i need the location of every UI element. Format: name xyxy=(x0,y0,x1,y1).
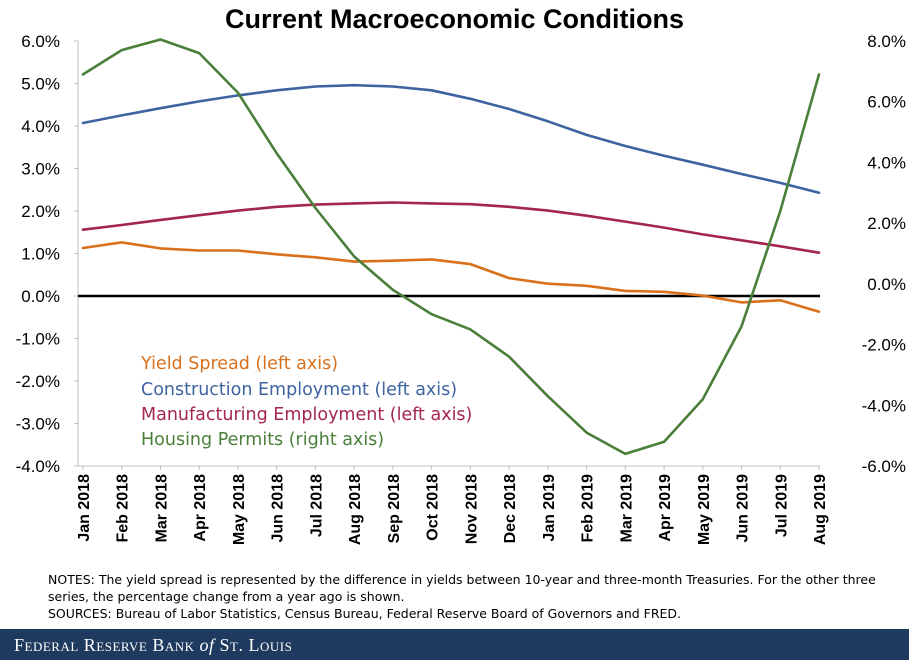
footer-bar: Federal Reserve Bank of St. Louis xyxy=(0,629,909,660)
x-tick-label: Jul 2018 xyxy=(308,474,325,537)
plot-frame xyxy=(77,41,820,467)
notes-text: NOTES: The yield spread is represented b… xyxy=(48,572,876,604)
x-tick-label: Sep 2018 xyxy=(386,474,403,543)
left-tick-label: -2.0% xyxy=(16,372,60,391)
x-tick-label: Jan 2019 xyxy=(541,474,558,542)
notes: NOTES: The yield spread is represented b… xyxy=(48,571,898,622)
x-tick-label: Mar 2019 xyxy=(618,474,635,543)
right-tick-label: 6.0% xyxy=(867,93,906,112)
x-tick-label: May 2019 xyxy=(696,474,713,545)
footer-logo-text: Federal Reserve Bank of St. Louis xyxy=(14,635,293,655)
right-tick-label: 4.0% xyxy=(867,153,906,172)
x-tick-label: Dec 2018 xyxy=(502,474,519,543)
series-line-construction-employment-left-axis xyxy=(81,83,821,194)
x-tick-label: Apr 2018 xyxy=(192,474,209,542)
legend-entry: Construction Employment (left axis) xyxy=(141,380,457,400)
x-axis-ticks: Jan 2018 Feb 2018 Mar 2018 Apr 2018 May 2018… xyxy=(76,466,829,545)
left-tick-label: -4.0% xyxy=(16,457,60,476)
left-tick-label: 6.0% xyxy=(21,32,60,51)
left-tick-label: -1.0% xyxy=(16,330,60,349)
series-line-manufacturing-employment-left-axis xyxy=(81,201,821,254)
series-line-yield-spread-left-axis xyxy=(81,241,821,314)
x-tick-label: Mar 2018 xyxy=(153,474,170,543)
right-tick-label: -2.0% xyxy=(862,336,906,355)
left-axis-ticks: -4.0% -3.0% -2.0% -1.0% 0.0% 1.0% 2.0% 3.0% 4.0%… xyxy=(16,32,78,476)
legend-entry: Yield Spread (left axis) xyxy=(140,354,338,374)
right-axis-ticks: -6.0% -4.0% -2.0% 0.0% 2.0% 4.0% 6.0% 8.0% xyxy=(862,32,906,476)
x-tick-label: Jan 2018 xyxy=(76,474,93,542)
x-tick-label: Jun 2018 xyxy=(270,474,287,543)
x-tick-label: Jul 2019 xyxy=(773,474,790,537)
x-tick-label: Aug 2019 xyxy=(812,474,829,545)
left-tick-label: 1.0% xyxy=(21,245,60,264)
left-tick-label: 3.0% xyxy=(21,160,60,179)
x-tick-label: Jun 2019 xyxy=(735,474,752,543)
sources-text: SOURCES: Bureau of Labor Statistics, Cen… xyxy=(48,606,682,621)
right-tick-label: 2.0% xyxy=(867,214,906,233)
right-tick-label: -6.0% xyxy=(862,457,906,476)
x-tick-label: May 2018 xyxy=(231,474,248,545)
x-tick-label: Aug 2018 xyxy=(347,474,364,545)
left-tick-label: -3.0% xyxy=(16,415,60,434)
line-chart: -4.0% -3.0% -2.0% -1.0% 0.0% 1.0% 2.0% 3.0% 4.0%… xyxy=(16,32,906,545)
left-tick-label: 5.0% xyxy=(21,75,60,94)
legend-entry: Manufacturing Employment (left axis) xyxy=(141,405,472,425)
right-tick-label: 8.0% xyxy=(867,32,906,51)
x-tick-label: Feb 2018 xyxy=(115,474,132,543)
x-tick-label: Apr 2019 xyxy=(657,474,674,542)
series-line-housing-permits-right-axis xyxy=(81,38,821,456)
left-tick-label: 4.0% xyxy=(21,117,60,136)
x-tick-label: Oct 2018 xyxy=(425,474,442,541)
series-lines xyxy=(78,38,821,456)
legend: Yield Spread (left axis) Construction Emp… xyxy=(140,354,472,450)
chart-title: Current Macroeconomic Conditions xyxy=(224,4,685,34)
x-tick-label: Feb 2019 xyxy=(580,474,597,543)
legend-entry: Housing Permits (right axis) xyxy=(141,430,384,450)
left-tick-label: 2.0% xyxy=(21,202,60,221)
right-tick-label: 0.0% xyxy=(867,275,906,294)
left-tick-label: 0.0% xyxy=(21,287,60,306)
right-tick-label: -4.0% xyxy=(862,396,906,415)
x-tick-label: Nov 2018 xyxy=(463,474,480,544)
